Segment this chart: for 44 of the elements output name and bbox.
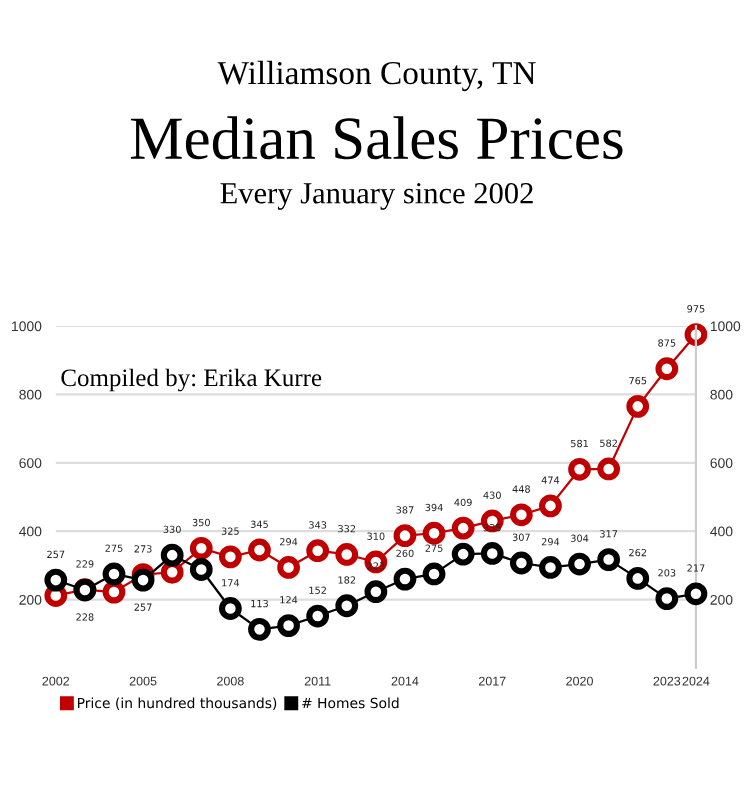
point xyxy=(684,582,708,606)
chart-subtitle: Williamson County, TN xyxy=(217,60,536,92)
point xyxy=(160,560,184,584)
point xyxy=(626,567,650,590)
point xyxy=(277,614,300,637)
point xyxy=(364,580,388,604)
point xyxy=(597,548,621,571)
point xyxy=(684,323,708,346)
point xyxy=(655,587,679,610)
point xyxy=(451,516,475,540)
chart-title: Median Sales Prices xyxy=(130,116,623,160)
point xyxy=(655,357,679,381)
point xyxy=(306,604,330,628)
point xyxy=(102,562,126,586)
point xyxy=(539,556,562,579)
point xyxy=(160,543,184,567)
point xyxy=(509,503,533,527)
point xyxy=(480,542,504,565)
point xyxy=(422,562,446,586)
point xyxy=(218,545,242,569)
point xyxy=(568,552,591,576)
point xyxy=(335,543,359,566)
point xyxy=(539,494,562,518)
point xyxy=(451,542,475,566)
point xyxy=(393,524,417,548)
point xyxy=(626,394,650,418)
text: Every January since 2002 xyxy=(220,182,533,210)
point xyxy=(597,457,621,481)
point xyxy=(248,617,271,641)
point xyxy=(44,568,68,592)
point xyxy=(422,521,446,545)
point xyxy=(102,580,126,604)
point xyxy=(131,568,155,592)
annotation: Compiled by: Erika Kurre xyxy=(61,368,322,392)
point xyxy=(335,594,359,618)
point xyxy=(393,567,417,591)
point xyxy=(189,536,213,560)
point xyxy=(509,551,533,575)
point xyxy=(218,597,242,620)
point xyxy=(306,539,330,563)
point xyxy=(277,556,300,579)
point xyxy=(189,558,213,581)
point xyxy=(568,457,591,481)
point xyxy=(248,538,271,562)
